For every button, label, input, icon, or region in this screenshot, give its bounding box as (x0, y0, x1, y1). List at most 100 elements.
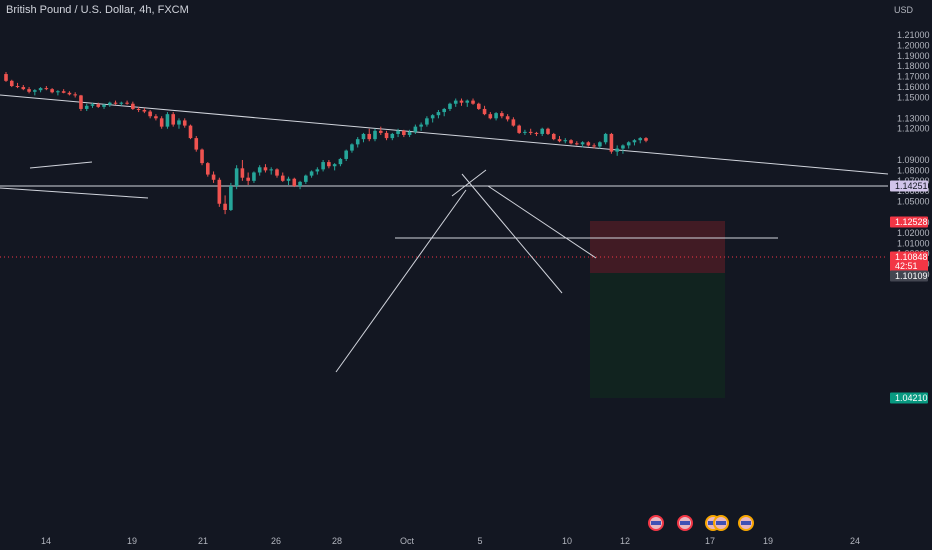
candle (459, 98, 464, 106)
candle (546, 127, 550, 135)
candle (131, 101, 135, 110)
candle (609, 132, 614, 154)
price-tick-label: 1.12000 (897, 124, 930, 134)
candle (240, 159, 245, 181)
time-tick-label: Oct (400, 536, 415, 546)
candle (442, 107, 446, 117)
stop-loss-zone[interactable] (590, 221, 725, 273)
candle (211, 171, 216, 183)
candle (90, 102, 95, 108)
time-tick-label: 5 (477, 536, 482, 546)
price-tag: 1.04210 (890, 392, 928, 404)
candle (626, 141, 631, 149)
candle (286, 176, 291, 185)
candle (67, 91, 72, 96)
candle (569, 139, 573, 145)
price-tick-label: 1.15000 (897, 92, 930, 102)
candle (304, 174, 308, 184)
support-trendline[interactable] (0, 187, 149, 199)
candle (44, 86, 49, 91)
candle (632, 139, 637, 146)
price-axis[interactable]: 1.210001.200001.190001.180001.170001.160… (897, 30, 930, 280)
candle (523, 129, 527, 135)
candle (223, 195, 227, 215)
candle (413, 124, 418, 134)
candle (603, 132, 608, 145)
candle (56, 90, 60, 96)
event-flag-icon[interactable] (713, 515, 729, 531)
candle (298, 180, 302, 190)
candle (407, 129, 412, 138)
candle (373, 128, 377, 142)
candle (586, 141, 591, 147)
take-profit-zone[interactable] (590, 273, 725, 398)
economic-events[interactable] (648, 515, 754, 531)
candle (200, 148, 204, 166)
candle (436, 109, 441, 119)
time-tick-label: 19 (127, 536, 137, 546)
candle (182, 118, 187, 128)
price-tag: 1.14251 (890, 180, 928, 192)
candle (384, 130, 389, 141)
candle (644, 137, 648, 143)
event-flag-icon[interactable] (677, 515, 693, 531)
candle (142, 107, 147, 114)
candle (580, 141, 585, 148)
falling-channel-upper[interactable] (461, 173, 563, 294)
candle (534, 131, 539, 137)
candle (621, 144, 625, 154)
candle (50, 88, 54, 94)
time-tick-label: 10 (562, 536, 572, 546)
candle (482, 105, 487, 116)
candle (148, 109, 152, 119)
candle (528, 128, 533, 135)
short-trendline[interactable] (29, 161, 93, 169)
price-tick-label: 1.09000 (897, 155, 930, 165)
candle (425, 116, 429, 127)
price-tick-label: 1.19000 (897, 51, 930, 61)
candle (38, 87, 43, 93)
candle (113, 100, 118, 105)
candle (33, 89, 37, 96)
candle (275, 168, 279, 178)
candle (476, 102, 481, 110)
time-tick-label: 24 (850, 536, 860, 546)
candle (119, 101, 124, 106)
candle (327, 159, 331, 169)
time-tick-label: 28 (332, 536, 342, 546)
rising-channel-line[interactable] (335, 189, 467, 373)
candle (540, 127, 545, 137)
candle (505, 114, 510, 122)
price-tag-label: 1.10109 (895, 271, 928, 281)
candle (102, 103, 106, 109)
candle (107, 101, 112, 107)
candle (61, 89, 66, 94)
price-tag-label: 1.04210 (895, 393, 928, 403)
price-tick-label: 1.08000 (897, 165, 930, 175)
candle (557, 136, 562, 143)
descending-trendline[interactable] (0, 94, 889, 175)
candle (355, 137, 360, 148)
price-axis-currency: USD (894, 5, 914, 15)
candle (79, 94, 83, 112)
price-tag: 1.10109 (890, 270, 928, 282)
event-flag-icon[interactable] (648, 515, 664, 531)
candle (177, 118, 181, 129)
candlestick-series (4, 71, 648, 215)
candle (592, 143, 596, 149)
candle (21, 84, 26, 91)
chart-title: British Pound / U.S. Dollar, 4h, FXCM (6, 4, 189, 16)
price-tick-label: 1.20000 (897, 40, 930, 50)
candle (159, 116, 164, 129)
event-flag-icon[interactable] (738, 515, 754, 531)
price-tick-label: 1.13000 (897, 113, 930, 123)
candle (332, 163, 337, 171)
candle (217, 177, 222, 207)
candle (321, 159, 325, 172)
time-axis[interactable]: 14 19 21 26 28 Oct 5 10 12 17 19 24 (41, 536, 860, 546)
falling-channel-lower[interactable] (487, 185, 597, 259)
price-tag: 1.12528 (890, 216, 928, 228)
candle (465, 99, 470, 107)
time-tick-label: 26 (271, 536, 281, 546)
